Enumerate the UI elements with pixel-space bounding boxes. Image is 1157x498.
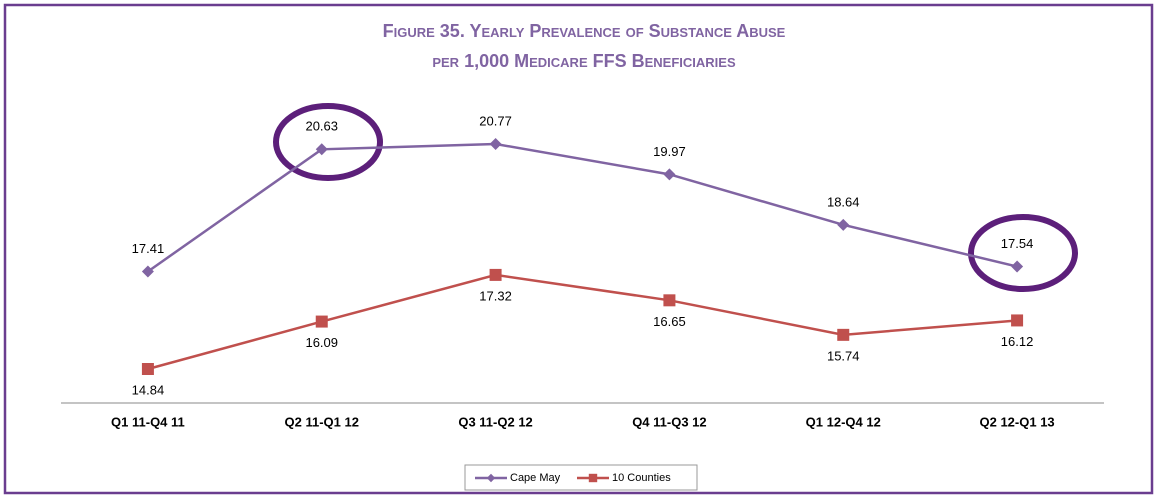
legend-label: 10 Counties <box>612 472 671 484</box>
point <box>141 265 154 278</box>
data-label: 17.32 <box>479 288 512 303</box>
x-tick-label: Q2 12-Q1 13 <box>980 414 1055 429</box>
line <box>147 142 1018 273</box>
x-tick-label: Q2 11-Q1 12 <box>285 414 359 429</box>
x-tick-label: Q3 11-Q2 12 <box>458 414 532 429</box>
x-tick-label: Q1 11-Q4 11 <box>111 414 185 429</box>
x-tick-label: Q1 12-Q4 12 <box>806 414 881 429</box>
data-label: 20.77 <box>479 113 512 128</box>
x-tick-label: Q4 11-Q3 12 <box>632 414 706 429</box>
point <box>837 328 850 341</box>
legend-marker <box>588 473 598 483</box>
point <box>837 218 850 231</box>
data-label: 19.97 <box>653 144 686 159</box>
data-label: 16.12 <box>1001 334 1034 349</box>
point <box>489 268 502 281</box>
highlight-circle <box>968 214 1078 292</box>
point <box>141 363 154 375</box>
frame <box>3 3 1154 495</box>
point <box>315 143 328 156</box>
data-label: 18.64 <box>827 194 860 209</box>
highlight-circle <box>273 103 383 181</box>
chart-title: per 1,000 Medicare FFS Beneficiaries <box>432 51 736 71</box>
point <box>315 315 328 328</box>
point <box>663 294 676 307</box>
data-label: 16.09 <box>305 335 338 350</box>
data-label: 15.74 <box>827 348 860 363</box>
point <box>663 168 676 181</box>
data-label: 17.54 <box>1001 236 1034 251</box>
data-label: 14.84 <box>132 382 165 397</box>
data-label: 20.63 <box>305 119 338 134</box>
point <box>489 138 502 150</box>
point <box>1011 260 1024 273</box>
legend-label: Cape May <box>510 472 561 484</box>
legend-marker <box>486 473 496 483</box>
line <box>147 273 1018 371</box>
point <box>1011 314 1024 327</box>
chart-title: Figure 35. Yearly Prevalence of Substanc… <box>383 21 786 41</box>
data-label: 16.65 <box>653 314 686 329</box>
data-label: 17.41 <box>132 241 165 256</box>
